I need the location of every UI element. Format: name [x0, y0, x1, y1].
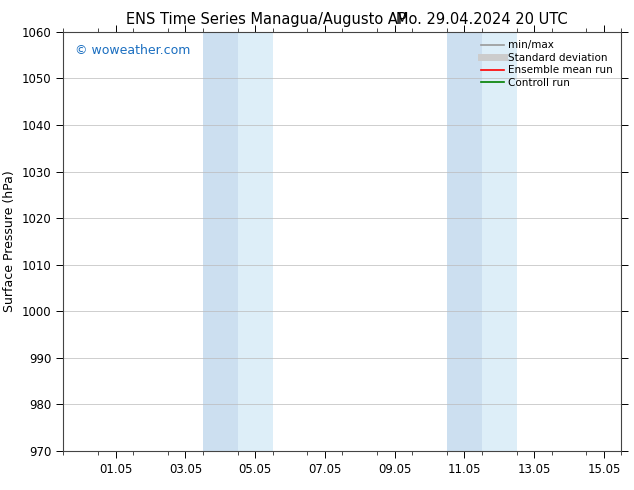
Bar	[238, 32, 273, 451]
Legend: min/max, Standard deviation, Ensemble mean run, Controll run: min/max, Standard deviation, Ensemble me…	[478, 37, 616, 91]
Bar	[203, 32, 238, 451]
Bar	[482, 32, 517, 451]
Y-axis label: Surface Pressure (hPa): Surface Pressure (hPa)	[3, 171, 16, 312]
Text: © woweather.com: © woweather.com	[75, 45, 190, 57]
Text: Mo. 29.04.2024 20 UTC: Mo. 29.04.2024 20 UTC	[396, 12, 567, 27]
Text: ENS Time Series Managua/Augusto AP: ENS Time Series Managua/Augusto AP	[126, 12, 406, 27]
Bar	[447, 32, 482, 451]
